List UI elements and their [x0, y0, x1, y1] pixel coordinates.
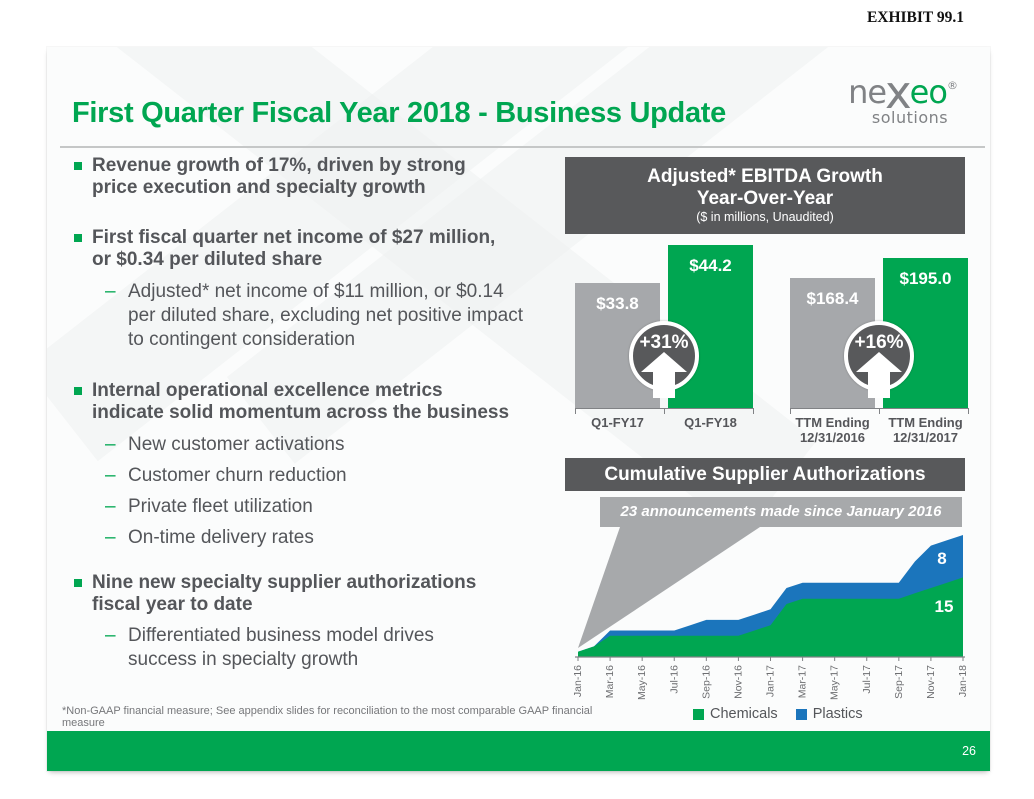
- logo-eo: eo: [909, 73, 948, 111]
- chemicals-swatch-icon: [693, 708, 704, 720]
- chart-legend: Chemicals Plastics: [693, 706, 863, 722]
- up-arrow-icon: [856, 352, 902, 372]
- plastics-swatch-icon: [795, 708, 807, 720]
- dash-icon: –: [105, 434, 116, 455]
- title-divider: [60, 146, 985, 148]
- x-tick-label: Nov-16: [732, 665, 744, 699]
- up-arrow-icon: [641, 352, 687, 372]
- up-arrow-stem: [653, 370, 675, 398]
- bar-category-label: TTM Ending 12/31/2017: [888, 415, 963, 445]
- bullet-subitem: – Private fleet utilization: [72, 495, 567, 519]
- bullet-subitem: – Adjusted* net income of $11 million, or…: [72, 280, 567, 352]
- legend-item-chemicals: Chemicals: [693, 706, 778, 722]
- x-tick-label: Sep-16: [700, 665, 712, 699]
- nexeo-logo: nexeo® solutions: [828, 69, 978, 127]
- x-tick-label: Sep-17: [893, 665, 905, 699]
- annotation-callout: 23 announcements made since January 2016: [600, 497, 962, 527]
- legend-label: Plastics: [812, 706, 863, 722]
- page-title: First Quarter Fiscal Year 2018 - Busines…: [72, 97, 726, 129]
- chemicals-total-label: 15: [935, 597, 954, 616]
- footnote: *Non-GAAP financial measure; See appendi…: [62, 705, 593, 729]
- bar-category-label: Q1-FY17: [591, 415, 644, 430]
- suppliers-chart-header: Cumulative Supplier Authorizations: [565, 458, 965, 491]
- bullet-list: Revenue growth of 17%, driven by strong …: [72, 155, 567, 672]
- bullet-item: Nine new specialty supplier authorizatio…: [72, 572, 567, 616]
- x-tick-label: Jan-18: [957, 665, 969, 697]
- x-tick-label: Jan-16: [572, 665, 584, 697]
- bullet-square-icon: [74, 387, 82, 395]
- x-tick-label: Mar-16: [604, 665, 616, 698]
- bullet-square-icon: [74, 579, 82, 587]
- bullet-subitem: – Customer churn reduction: [72, 464, 567, 488]
- bar-axis-tick: [664, 408, 665, 414]
- growth-badge: +31%: [629, 321, 699, 398]
- bullet-subitem: – On-time delivery rates: [72, 526, 567, 550]
- bar-value-label: $195.0: [899, 269, 952, 288]
- up-arrow-stem: [868, 370, 890, 398]
- nexeo-logo-word: nexeo®: [828, 69, 978, 115]
- x-tick-label: Jul-16: [668, 665, 680, 694]
- dash-icon: –: [105, 281, 116, 302]
- growth-badge: +16%: [844, 321, 914, 398]
- growth-percent-label: +31%: [639, 332, 689, 353]
- growth-percent-label: +16%: [854, 332, 904, 353]
- ebitda-chart-subtitle: Year-Over-Year: [696, 188, 834, 209]
- x-tick-label: May-17: [829, 665, 841, 700]
- bar-category-label: Q1-FY18: [684, 415, 737, 430]
- ebitda-chart-title: Adjusted* EBITDA Growth: [647, 166, 883, 187]
- bullet-square-icon: [74, 162, 82, 170]
- dash-icon: –: [105, 465, 116, 486]
- footer-bar: 26: [47, 731, 990, 771]
- x-tick-label: May-16: [636, 665, 648, 700]
- exhibit-label: EXHIBIT 99.1: [866, 9, 964, 26]
- x-tick-label: Nov-17: [925, 665, 937, 699]
- bar-value-label: $168.4: [806, 289, 859, 308]
- logo-x: x: [885, 66, 912, 119]
- slide: nexeo® solutions First Quarter Fiscal Ye…: [47, 47, 990, 771]
- suppliers-area-chart: Jan-16 Mar-16 May-16 Jul-16 Sep-16 Nov-16 Jan-…: [572, 527, 969, 700]
- logo-subtitle: solutions: [871, 108, 949, 127]
- bar-axis-tick: [790, 408, 791, 414]
- callout-pointer: [578, 527, 760, 648]
- bar-value-label: $33.8: [596, 294, 639, 313]
- bullet-subitem: – New customer activations: [72, 433, 567, 457]
- ebitda-chart-units: ($ in millions, Unaudited): [696, 210, 834, 224]
- legend-item-plastics: Plastics: [795, 706, 863, 722]
- bar-axis-tick: [753, 408, 754, 414]
- page-number: 26: [962, 744, 976, 758]
- plastics-total-label: 8: [937, 549, 946, 568]
- registered-mark: ®: [946, 79, 958, 92]
- chemicals-area: [578, 577, 963, 657]
- x-tick-label: Mar-17: [797, 665, 809, 698]
- bar-axis-tick: [879, 408, 880, 414]
- bullet-item: Internal operational excellence metrics …: [72, 380, 567, 424]
- charts-column: Adjusted* EBITDA Growth Year-Over-Year (…: [565, 157, 970, 742]
- dash-icon: –: [105, 625, 116, 646]
- bar-category-label: TTM Ending 12/31/2016: [795, 415, 870, 445]
- bullet-subitem: – Differentiated business model drives su…: [72, 624, 567, 672]
- bullet-item: First fiscal quarter net income of $27 m…: [72, 227, 567, 271]
- dash-icon: –: [105, 527, 116, 548]
- x-tick-label: Jul-17: [861, 665, 873, 694]
- bar-axis-tick: [968, 408, 969, 414]
- bar-value-label: $44.2: [689, 256, 732, 275]
- ebitda-bar-chart: $33.8 Q1-FY17 $44.2 Q1-FY18 +31% $168.4 TTM En…: [565, 157, 970, 457]
- legend-label: Chemicals: [710, 706, 778, 722]
- bullet-item: Revenue growth of 17%, driven by strong …: [72, 155, 567, 199]
- ebitda-chart-header: Adjusted* EBITDA Growth Year-Over-Year (…: [565, 157, 965, 234]
- dash-icon: –: [105, 496, 116, 517]
- bullet-square-icon: [74, 234, 82, 242]
- bar-axis-tick: [575, 408, 576, 414]
- x-tick-label: Jan-17: [765, 665, 777, 697]
- logo-ne: ne: [848, 73, 887, 111]
